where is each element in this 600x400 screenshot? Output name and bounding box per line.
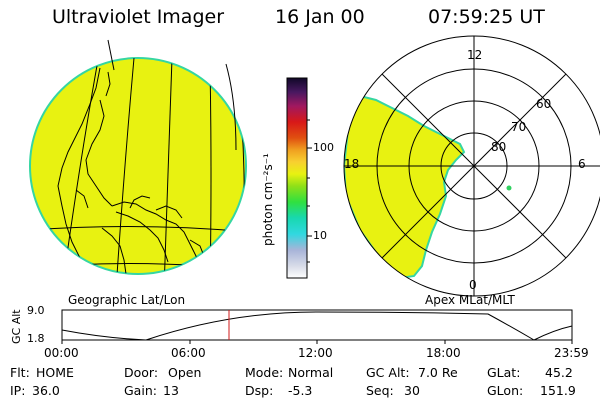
timeline-ticks [61,340,573,344]
info-glon-value: 151.9 [540,383,576,398]
info-glat-value: 45.2 [545,365,573,380]
polar-image [343,35,600,297]
info-door-value: Open [168,365,202,380]
timeline-xtick-0600: 06:00 [171,346,206,360]
info-flt-value: HOME [36,365,74,380]
altitude-curve [61,311,573,341]
info-gain-key: Gain: [124,383,157,398]
mlat-label-60: 60 [536,97,552,111]
info-ip-key: IP: [10,383,26,398]
info-flt-key: Flt: [10,365,30,380]
colorbar-unit-label: photon cm⁻²s⁻¹ [261,153,275,246]
colorbar-tick-100: 100 [313,141,334,154]
earth-disk [29,57,247,275]
info-gain-value: 13 [163,383,179,398]
mlat-label-80: 80 [491,140,507,154]
mlt-label-6: 6 [578,157,586,171]
info-mode-key: Mode: [245,365,284,380]
mlt-label-0: 0 [469,278,477,292]
info-dsp-value: -5.3 [288,383,313,398]
colorbar-gradient [286,77,308,279]
timeline-frame [61,309,573,341]
info-dsp-key: Dsp: [245,383,274,398]
apex-label: Apex MLat/MLT [425,293,515,307]
info-glat-key: GLat: [487,365,521,380]
info-door-key: Door: [124,365,159,380]
polar-grid [343,35,600,297]
mlt-label-12: 12 [467,48,483,62]
altitude-timeline [61,309,573,344]
timeline-ytick-high: 9.0 [27,304,45,317]
timeline-axis-label: GC Alt [10,309,23,344]
info-gcalt-key: GC Alt: [366,365,410,380]
info-mode-value: Normal [288,365,334,380]
info-gcalt-value: 7.0 Re [418,365,458,380]
meridian-outside-right [225,63,237,151]
timeline-ytick-low: 1.8 [27,332,45,345]
polar-aurora [344,94,466,280]
timeline-xtick-1800: 18:00 [426,346,461,360]
instrument-title: Ultraviolet Imager [52,6,225,28]
info-ip-value: 36.0 [32,383,60,398]
intensity-colorbar [286,77,312,279]
timeline-xtick-1200: 12:00 [298,346,333,360]
meridian-outside [107,39,115,71]
colorbar-ticks [307,119,312,263]
info-glon-key: GLon: [487,383,524,398]
info-seq-value: 30 [404,383,420,398]
colorbar-tick-10: 10 [313,229,327,242]
info-seq-key: Seq: [366,383,394,398]
geographic-image [29,39,247,275]
mlat-label-70: 70 [511,120,527,134]
observation-time: 07:59:25 UT [428,6,545,28]
geographic-label: Geographic Lat/Lon [68,293,186,307]
aurora-spot [506,185,512,191]
timeline-xtick-2359: 23:59 [554,346,589,360]
mlt-label-18: 18 [344,157,360,171]
aurora-oval [344,94,466,280]
observation-date: 16 Jan 00 [275,6,365,28]
timeline-xtick-0000: 00:00 [44,346,79,360]
